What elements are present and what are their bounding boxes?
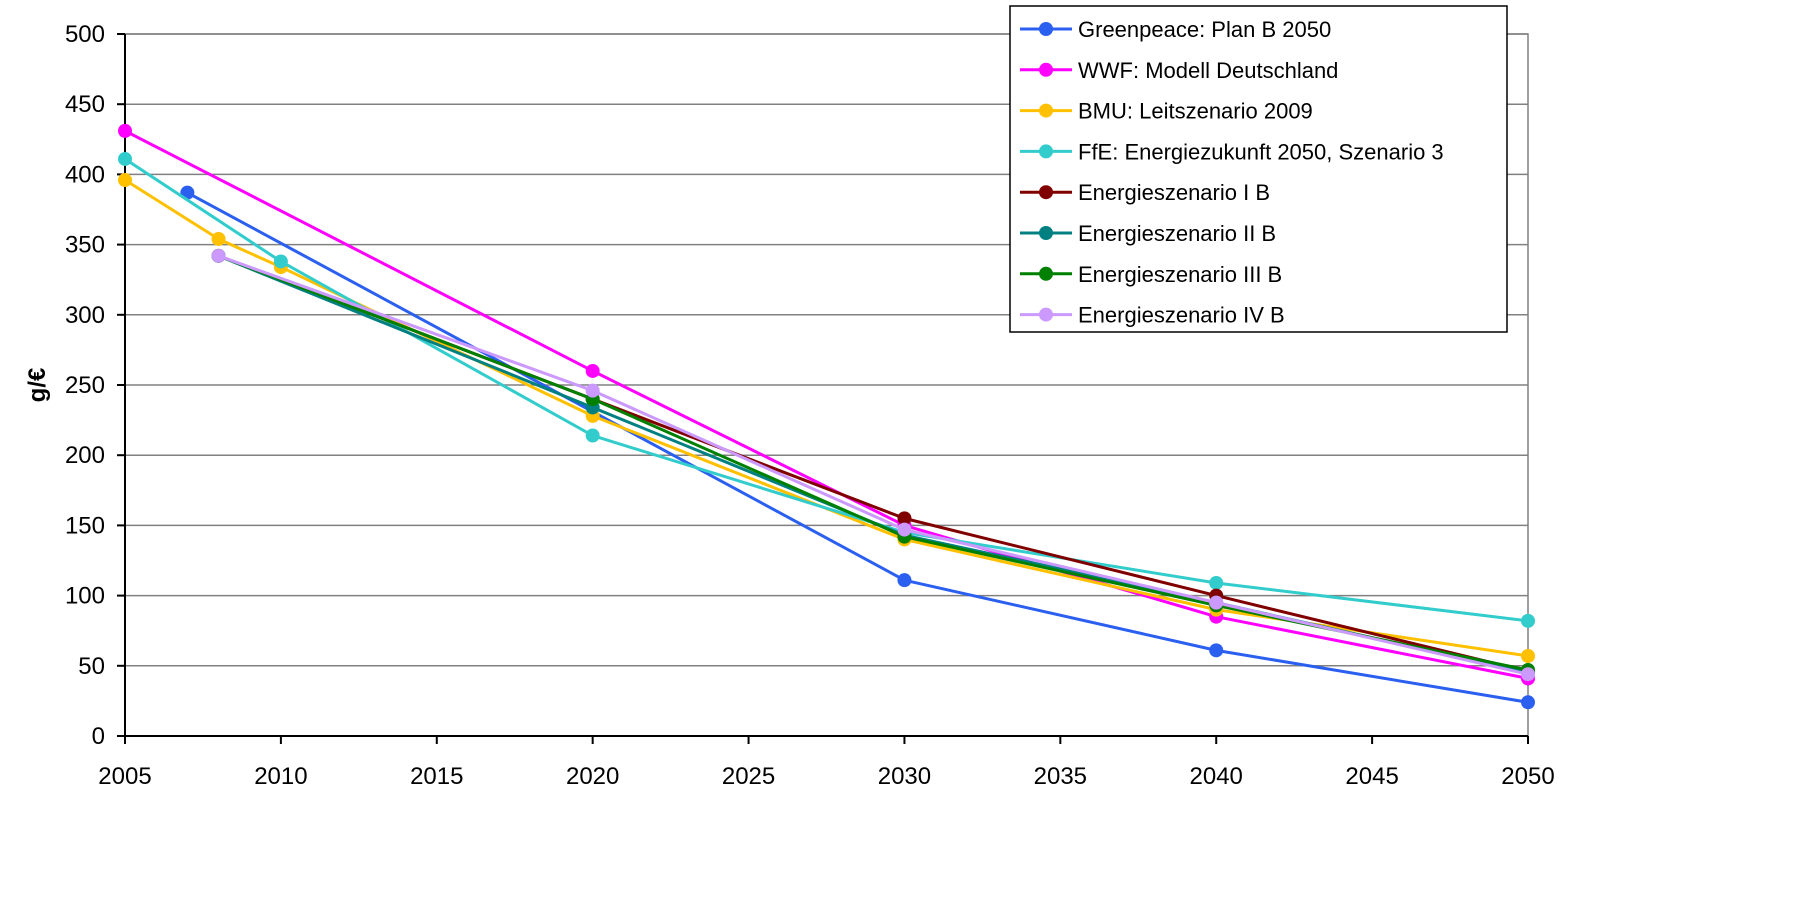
y-tick-label: 0 bbox=[92, 723, 105, 750]
y-tick-label: 50 bbox=[78, 653, 105, 680]
legend-label: Greenpeace: Plan B 2050 bbox=[1078, 17, 1331, 42]
data-point bbox=[585, 428, 600, 443]
x-tick-label: 2050 bbox=[1501, 763, 1554, 790]
y-tick-label: 150 bbox=[65, 512, 105, 539]
y-tick-label: 500 bbox=[65, 21, 105, 48]
data-point bbox=[273, 254, 288, 269]
legend: Greenpeace: Plan B 2050 WWF: Modell Deuts… bbox=[1009, 5, 1508, 333]
y-tick-label: 450 bbox=[65, 91, 105, 118]
legend-label: FfE: Energiezukunft 2050, Szenario 3 bbox=[1078, 139, 1444, 164]
legend-swatch-marker bbox=[1039, 185, 1053, 200]
y-tick-label: 300 bbox=[65, 302, 105, 329]
legend-swatch-marker bbox=[1039, 307, 1053, 322]
data-point bbox=[1209, 575, 1224, 590]
legend-swatch-marker bbox=[1039, 22, 1053, 36]
x-tick-label: 2045 bbox=[1345, 763, 1398, 790]
data-point bbox=[1209, 595, 1224, 610]
series-line bbox=[186, 191, 1529, 704]
y-tick-label: 200 bbox=[65, 442, 105, 469]
legend-label: Energieszenario II B bbox=[1078, 221, 1276, 246]
x-tick-label: 2010 bbox=[254, 763, 307, 790]
data-point bbox=[118, 173, 132, 188]
x-tick-label: 2030 bbox=[878, 763, 931, 790]
data-point bbox=[1209, 643, 1224, 658]
data-point bbox=[897, 522, 912, 537]
legend-box bbox=[1009, 5, 1508, 333]
legend-swatch-marker bbox=[1039, 144, 1053, 159]
x-tick-label: 2025 bbox=[722, 763, 775, 790]
data-point bbox=[897, 573, 912, 588]
data-point bbox=[585, 363, 600, 378]
x-tick-label: 2005 bbox=[98, 763, 151, 790]
legend-swatch-marker bbox=[1039, 103, 1053, 118]
y-axis-title: g/€ bbox=[24, 368, 51, 403]
data-point bbox=[1521, 648, 1535, 663]
data-point bbox=[211, 248, 226, 263]
x-tick-label: 2040 bbox=[1190, 763, 1243, 790]
series-line bbox=[124, 157, 1529, 623]
legend-label: BMU: Leitszenario 2009 bbox=[1078, 99, 1313, 124]
data-point bbox=[211, 231, 226, 246]
legend-swatch-marker bbox=[1039, 266, 1053, 281]
x-tick-label: 2015 bbox=[410, 763, 463, 790]
x-tick-label: 2020 bbox=[566, 763, 619, 790]
x-axis-ticks: 2005 2010 2015 2020 2025 2030 2035 2040 2045 2050 bbox=[98, 736, 1555, 790]
y-tick-label: 400 bbox=[65, 161, 105, 188]
series-group bbox=[211, 248, 1535, 682]
y-tick-label: 250 bbox=[65, 372, 105, 399]
y-axis-ticks: 0 50 100 150 200 250 300 350 400 450 500 bbox=[65, 21, 125, 750]
legend-label: Energieszenario I B bbox=[1078, 180, 1270, 205]
legend-swatch-marker bbox=[1039, 62, 1053, 77]
data-point bbox=[1521, 613, 1535, 628]
legend-swatch-marker bbox=[1039, 226, 1053, 240]
data-point bbox=[585, 383, 600, 398]
x-tick-label: 2035 bbox=[1034, 763, 1087, 790]
data-point bbox=[897, 511, 912, 526]
legend-label: Energieszenario III B bbox=[1078, 262, 1282, 287]
data-point bbox=[1521, 695, 1535, 710]
data-point bbox=[1521, 667, 1535, 682]
y-tick-label: 350 bbox=[65, 232, 105, 259]
legend-label: WWF: Modell Deutschland bbox=[1078, 58, 1338, 83]
legend-label: Energieszenario IV B bbox=[1078, 303, 1285, 328]
data-point bbox=[118, 123, 132, 138]
y-tick-label: 100 bbox=[65, 583, 105, 610]
data-point bbox=[118, 151, 132, 166]
series-layer bbox=[118, 123, 1535, 710]
